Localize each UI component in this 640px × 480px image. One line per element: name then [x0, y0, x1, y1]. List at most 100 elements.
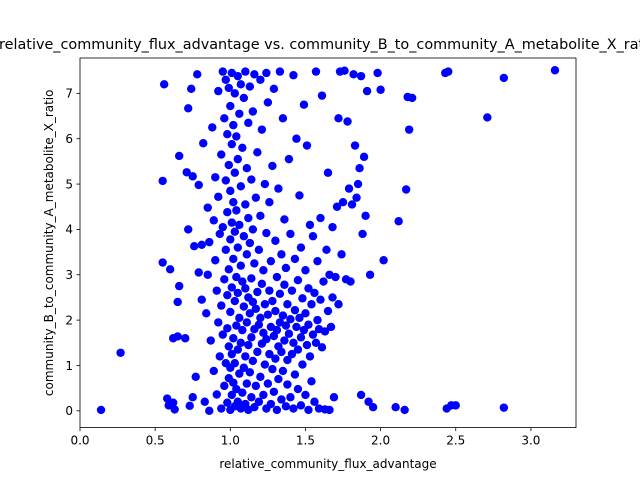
data-point [221, 75, 230, 84]
data-point [365, 270, 375, 279]
x-tick-label: 3.0 [521, 434, 540, 448]
data-point [232, 132, 241, 141]
data-point [247, 175, 256, 184]
data-point [184, 225, 193, 234]
data-point [344, 184, 354, 193]
data-point [226, 235, 235, 244]
data-point [235, 313, 244, 323]
data-point [302, 340, 312, 350]
data-point [223, 398, 232, 407]
data-point [226, 307, 235, 317]
data-point [296, 333, 306, 342]
data-point [325, 405, 334, 415]
data-point [173, 332, 182, 341]
data-point [238, 388, 247, 397]
data-point [284, 154, 294, 164]
data-point [499, 403, 509, 412]
data-point [307, 300, 316, 309]
data-point [317, 91, 327, 100]
data-point [286, 393, 295, 402]
data-point [244, 213, 253, 223]
data-point [256, 313, 265, 323]
data-point [356, 390, 366, 400]
points-layer [96, 66, 560, 416]
data-point [233, 288, 243, 298]
data-point [272, 325, 282, 335]
data-point [304, 284, 313, 293]
data-point [347, 200, 357, 209]
data-point [271, 236, 280, 245]
data-point [230, 89, 240, 98]
data-point [241, 200, 250, 209]
data-point [251, 381, 261, 391]
data-point [239, 93, 249, 103]
data-point [275, 67, 285, 76]
data-point [233, 345, 243, 354]
data-point [193, 70, 202, 79]
data-point [310, 288, 319, 298]
data-point [247, 274, 256, 283]
chart-title: relative_community_flux_advantage vs. co… [0, 37, 640, 53]
data-point [173, 297, 182, 307]
data-point [499, 73, 509, 83]
data-point [317, 343, 327, 352]
data-point [214, 318, 223, 327]
data-point [217, 150, 226, 159]
data-point [322, 245, 331, 255]
data-point [244, 118, 253, 128]
data-point [159, 80, 169, 89]
data-point [352, 193, 361, 202]
data-point [230, 359, 240, 368]
data-point [311, 338, 321, 347]
data-point [218, 330, 227, 339]
data-point [283, 300, 292, 309]
data-point [214, 86, 223, 96]
y-tick-label: 0 [65, 404, 73, 418]
data-point [248, 225, 258, 234]
data-point [296, 401, 306, 410]
data-point [205, 237, 214, 247]
data-point [373, 68, 382, 78]
data-point [212, 390, 221, 399]
x-tick-label: 1.0 [221, 434, 240, 448]
data-point [250, 259, 259, 268]
data-point [274, 374, 283, 384]
data-point [188, 393, 197, 402]
data-point [175, 151, 184, 161]
data-point [224, 83, 233, 93]
data-point [227, 139, 237, 149]
data-point [217, 301, 226, 310]
data-point [278, 114, 288, 123]
data-point [275, 289, 285, 299]
data-point [165, 265, 175, 274]
data-point [257, 279, 267, 289]
data-point [263, 310, 273, 319]
data-point [175, 281, 184, 291]
data-point [238, 143, 247, 152]
data-point [221, 176, 230, 185]
data-point [220, 114, 229, 123]
data-point [242, 379, 252, 388]
data-point [158, 258, 167, 267]
data-point [184, 104, 193, 113]
data-point [340, 66, 349, 75]
y-axis-label: community_B_to_community_A_metabolite_X_… [42, 90, 56, 397]
data-point [206, 336, 215, 345]
data-point [290, 305, 300, 315]
data-point [280, 280, 289, 289]
data-point [170, 405, 179, 414]
data-point [253, 148, 262, 157]
data-point [241, 352, 250, 361]
data-point [230, 227, 240, 236]
data-point [293, 345, 303, 354]
data-point [286, 229, 295, 239]
data-point [205, 406, 214, 416]
x-tick-label: 0.5 [146, 434, 165, 448]
data-point [280, 336, 289, 345]
data-point [289, 71, 298, 80]
data-point [328, 222, 337, 232]
data-point [254, 245, 264, 255]
data-point [283, 380, 292, 389]
data-point [244, 340, 253, 350]
data-point [320, 327, 330, 336]
